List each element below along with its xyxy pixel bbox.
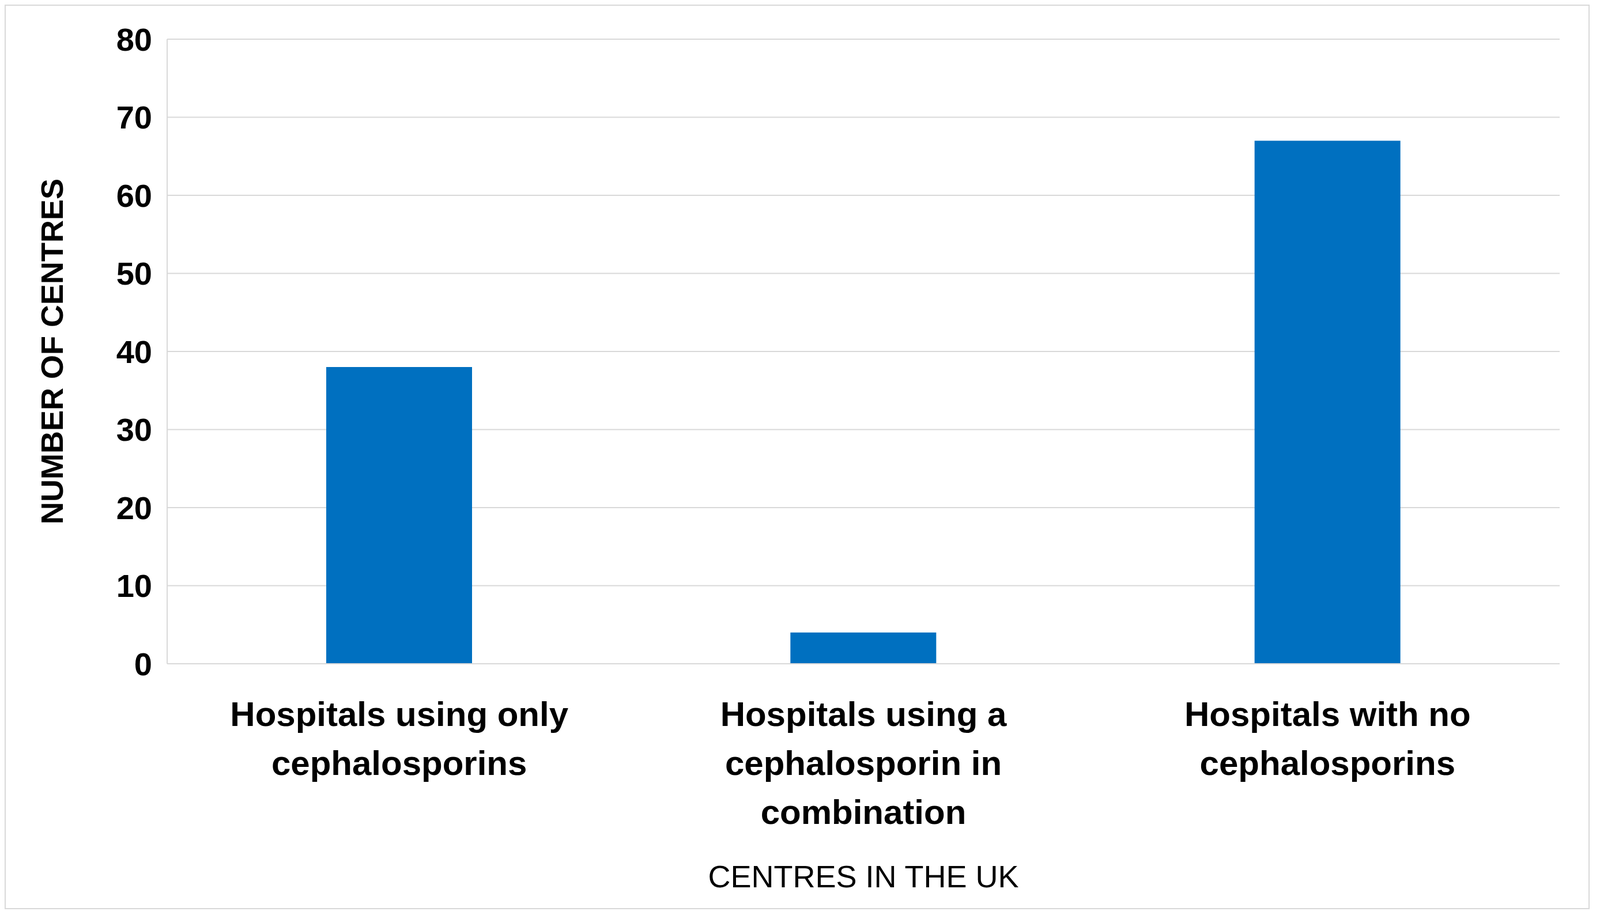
svg-text:40: 40 xyxy=(116,333,153,371)
svg-text:Hospitals using acephalosporin: Hospitals using acephalosporin incombina… xyxy=(720,695,1007,832)
svg-text:0: 0 xyxy=(134,646,153,683)
svg-text:NUMBER OF CENTRES: NUMBER OF CENTRES xyxy=(34,178,70,525)
svg-text:60: 60 xyxy=(116,177,153,214)
svg-text:30: 30 xyxy=(116,411,153,448)
svg-text:50: 50 xyxy=(116,255,153,292)
svg-text:80: 80 xyxy=(116,21,153,58)
svg-text:70: 70 xyxy=(116,99,153,136)
svg-text:10: 10 xyxy=(116,567,153,605)
svg-text:CENTRES IN THE UK: CENTRES IN THE UK xyxy=(707,859,1019,894)
svg-text:Hospitals with nocephalosporin: Hospitals with nocephalosporins xyxy=(1184,695,1471,783)
svg-text:Hospitals using onlycephalospo: Hospitals using onlycephalosporins xyxy=(229,695,569,783)
svg-text:20: 20 xyxy=(116,489,153,527)
